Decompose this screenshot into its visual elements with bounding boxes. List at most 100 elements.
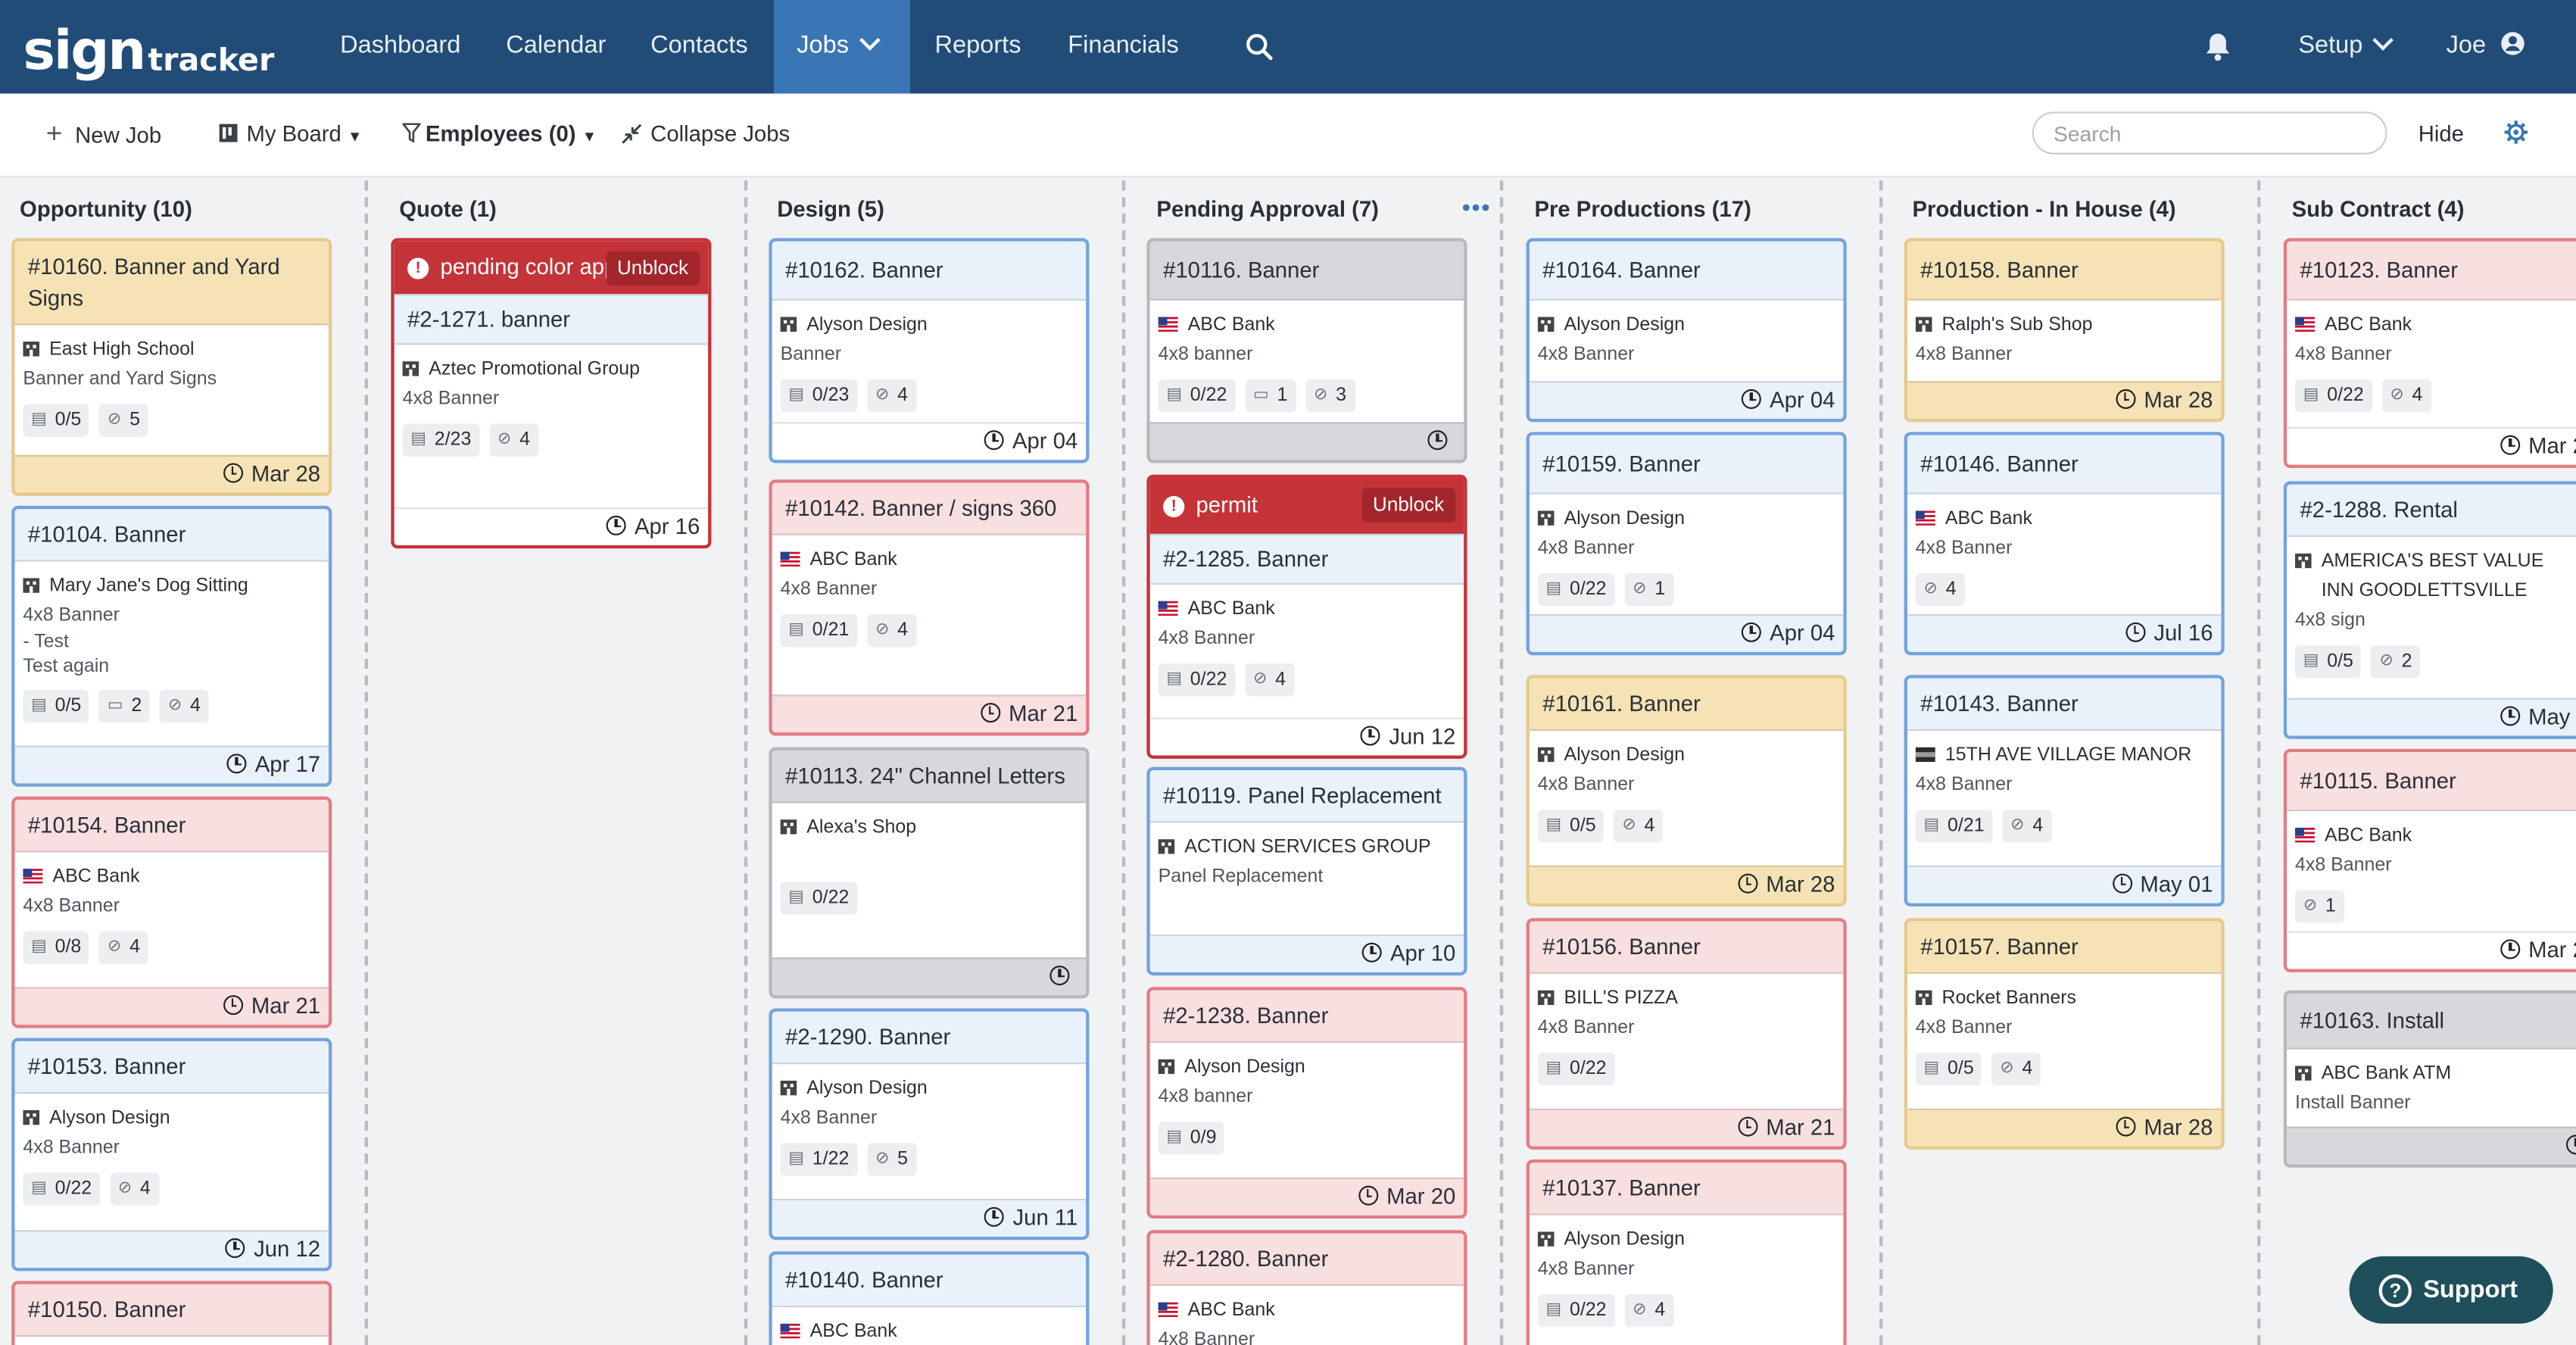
job-card[interactable]: #2-1280. Banner ABC Bank 4x8 Banner	[1146, 1230, 1467, 1345]
tasks-chip[interactable]: ▤ 0/22	[1537, 1053, 1615, 1086]
attachments-chip[interactable]: ⊘ 1	[1624, 573, 1674, 607]
attachments-chip[interactable]: ⊘ 2	[2371, 645, 2421, 679]
attachments-chip[interactable]: ⊘ 4	[867, 379, 916, 413]
tasks-chip[interactable]: ▤ 0/9	[1158, 1122, 1225, 1155]
tasks-chip[interactable]: ▤ 0/8	[23, 931, 90, 964]
attachments-chip[interactable]: ⊘ 5	[99, 404, 148, 437]
job-card[interactable]: #10146. Banner ABC Bank 4x8 Banner ⊘ 4 Ju…	[1904, 432, 2225, 656]
comments-chip[interactable]: ▭ 2	[99, 689, 151, 723]
attachments-chip[interactable]: ⊘ 4	[1991, 1053, 2041, 1086]
tasks-chip[interactable]: ▤ 0/5	[23, 404, 90, 437]
client-name: Mary Jane's Dog Sitting	[49, 576, 248, 597]
tasks-chip[interactable]: ▤ 0/21	[1915, 810, 1993, 843]
comment-icon: ▭	[1253, 385, 1269, 404]
attachments-chip[interactable]: ⊘ 4	[1614, 810, 1664, 843]
board-selector[interactable]: My Board ▼	[219, 94, 363, 176]
job-card-blocked[interactable]: ! pending color approval Unblock #2-1271.…	[391, 238, 712, 549]
tasks-chip[interactable]: ▤ 0/5	[2294, 645, 2362, 679]
job-card-blocked[interactable]: ! permit Unblock #2-1285. Banner ABC Bank…	[1146, 474, 1467, 759]
job-card[interactable]: #10160. Banner and Yard Signs East High …	[11, 238, 332, 496]
tasks-chip[interactable]: ▤ 0/22	[1537, 1294, 1615, 1328]
unblock-button[interactable]: Unblock	[605, 251, 700, 286]
job-card[interactable]: #10143. Banner 15TH AVE VILLAGE MANOR 4x…	[1904, 675, 2225, 907]
caret-down-icon: ▼	[347, 128, 363, 145]
job-title: #10157. Banner	[1907, 921, 2222, 974]
employees-filter[interactable]: Employees (0) ▼	[401, 94, 597, 176]
tasks-chip[interactable]: ▤ 0/22	[1537, 573, 1615, 607]
tasks-chip[interactable]: ▤ 2/23	[402, 423, 480, 457]
attachments-chip[interactable]: ⊘ 4	[1915, 573, 1965, 607]
column-more-icon[interactable]: •••	[1461, 193, 1492, 220]
attachments-chip[interactable]: ⊘ 4	[1624, 1294, 1674, 1328]
support-button[interactable]: ? Support	[2349, 1256, 2553, 1324]
job-card[interactable]: #10162. Banner Alyson Design Banner ▤ 0/2…	[769, 238, 1090, 463]
job-card[interactable]: #10161. Banner Alyson Design 4x8 Banner …	[1526, 675, 1847, 907]
comments-chip[interactable]: ▭ 1	[1245, 379, 1296, 413]
job-card[interactable]: #10116. Banner ABC Bank 4x8 banner ▤ 0/22…	[1146, 238, 1467, 463]
job-card[interactable]: #10104. Banner Mary Jane's Dog Sitting 4…	[11, 505, 332, 787]
bell-icon[interactable]	[2203, 0, 2235, 94]
tasks-chip[interactable]: ▤ 0/23	[780, 379, 858, 413]
job-card[interactable]: #10123. Banner ABC Bank 4x8 Banner ▤ 0/22…	[2283, 238, 2576, 469]
job-card[interactable]: #10163. Install ABC Bank ATM Install Ban…	[2283, 990, 2576, 1168]
client-name: Alyson Design	[1564, 1230, 1685, 1250]
collapse-jobs-button[interactable]: Collapse Jobs	[621, 94, 790, 176]
new-job-button[interactable]: + New Job	[46, 94, 161, 176]
attachments-chip[interactable]: ⊘ 4	[110, 1172, 159, 1206]
job-card[interactable]: #2-1238. Banner Alyson Design 4x8 banner…	[1146, 987, 1467, 1219]
attachments-chip[interactable]: ⊘ 4	[2002, 810, 2052, 843]
job-card[interactable]: #2-1290. Banner Alyson Design 4x8 Banner…	[769, 1008, 1090, 1240]
unblock-button[interactable]: Unblock	[1361, 488, 1456, 523]
job-card[interactable]: #10153. Banner Alyson Design 4x8 Banner …	[11, 1038, 332, 1272]
attachments-chip[interactable]: ⊘ 4	[2381, 379, 2431, 413]
job-title: #2-1271. banner	[394, 294, 709, 345]
tasks-chip[interactable]: ▤ 0/21	[780, 614, 858, 648]
tasks-chip[interactable]: ▤ 0/5	[1915, 1053, 1982, 1086]
job-card[interactable]: #10154. Banner ABC Bank 4x8 Banner ▤ 0/8 …	[11, 796, 332, 1028]
job-card[interactable]: #10142. Banner / signs 360 ABC Bank 4x8 …	[769, 479, 1090, 736]
job-card[interactable]: #10156. Banner BILL'S PIZZA 4x8 Banner ▤…	[1526, 918, 1847, 1150]
job-card[interactable]: #10164. Banner Alyson Design 4x8 Banner …	[1526, 238, 1847, 423]
attachments-chip[interactable]: ⊘ 1	[2294, 890, 2344, 923]
job-card[interactable]: #10115. Banner ABC Bank 4x8 Banner ⊘ 1 Ma…	[2283, 748, 2576, 972]
attachments-chip[interactable]: ⊘ 3	[1305, 379, 1355, 413]
tasks-chip[interactable]: ▤ 0/22	[1158, 663, 1236, 697]
attachments-chip[interactable]: ⊘ 4	[489, 423, 538, 457]
job-card[interactable]: #10158. Banner Ralph's Sub Shop 4x8 Bann…	[1904, 238, 2225, 423]
tasks-chip[interactable]: ▤ 1/22	[780, 1143, 858, 1176]
job-card[interactable]: #10157. Banner Rocket Banners 4x8 Banner…	[1904, 918, 2225, 1150]
job-card[interactable]: #10113. 24" Channel Letters Alexa's Shop…	[769, 747, 1090, 999]
job-card[interactable]: #10159. Banner Alyson Design 4x8 Banner …	[1526, 432, 1847, 656]
job-card[interactable]: #10150. Banner	[11, 1281, 332, 1345]
job-card[interactable]: #10140. Banner ABC Bank	[769, 1251, 1090, 1345]
attachments-chip[interactable]: ⊘ 4	[867, 614, 916, 648]
user-menu[interactable]: Joe	[2447, 0, 2526, 94]
setup-menu[interactable]: Setup	[2298, 0, 2394, 94]
nav-jobs[interactable]: Jobs	[773, 0, 910, 94]
attachments-chip[interactable]: ⊘ 5	[867, 1143, 916, 1176]
job-card[interactable]: #10119. Panel Replacement ACTION SERVICE…	[1146, 766, 1467, 976]
attachments-chip[interactable]: ⊘ 4	[160, 689, 209, 723]
nav-calendar[interactable]: Calendar	[506, 31, 607, 60]
job-card[interactable]: #10137. Banner Alyson Design 4x8 Banner …	[1526, 1159, 1847, 1345]
attachments-chip[interactable]: ⊘ 4	[1245, 663, 1294, 697]
search-input[interactable]	[2032, 111, 2387, 154]
gear-icon[interactable]	[2504, 94, 2529, 176]
nav-financials[interactable]: Financials	[1068, 31, 1179, 60]
tasks-chip[interactable]: ▤ 0/22	[780, 882, 858, 915]
job-card[interactable]: #2-1288. Rental AMERICA'S BEST VALUE INN…	[2283, 481, 2576, 739]
attachments-chip[interactable]: ⊘ 4	[99, 931, 148, 964]
tasks-chip[interactable]: ▤ 0/5	[23, 689, 90, 723]
tasks-chip[interactable]: ▤ 0/5	[1537, 810, 1605, 843]
checklist-icon: ▤	[2303, 651, 2319, 670]
hide-button[interactable]: Hide	[2418, 121, 2464, 146]
tasks-chip[interactable]: ▤ 0/22	[23, 1172, 101, 1206]
nav-contacts[interactable]: Contacts	[650, 31, 748, 60]
tasks-count: 0/5	[2327, 651, 2353, 672]
tasks-chip[interactable]: ▤ 0/22	[1158, 379, 1236, 413]
nav-reports[interactable]: Reports	[934, 31, 1021, 60]
nav-dashboard[interactable]: Dashboard	[340, 31, 461, 60]
signtracker-logo[interactable]: sign tracker	[23, 10, 274, 82]
search-icon[interactable]	[1246, 0, 1278, 94]
tasks-chip[interactable]: ▤ 0/22	[2294, 379, 2372, 413]
